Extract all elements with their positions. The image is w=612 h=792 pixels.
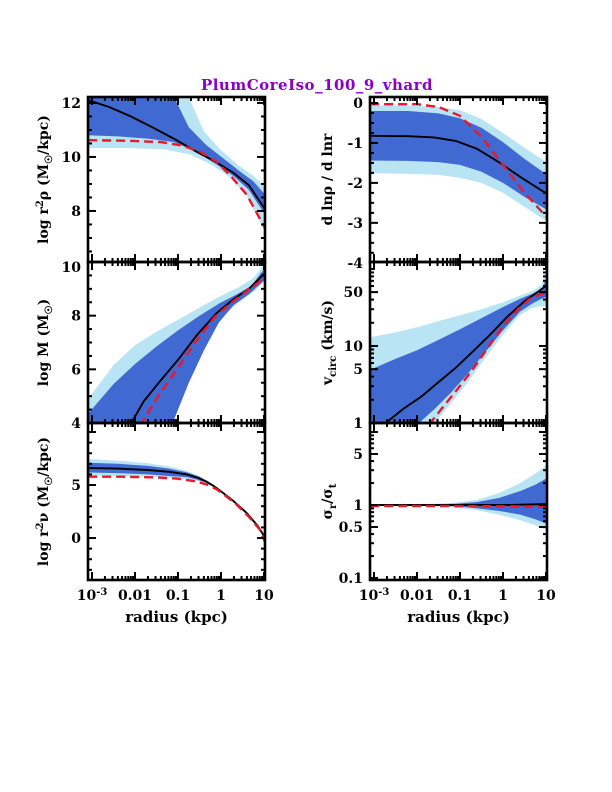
svg-text:0.5: 0.5 bbox=[339, 520, 363, 536]
svg-text:-2: -2 bbox=[347, 176, 363, 192]
svg-text:radius (kpc): radius (kpc) bbox=[125, 608, 228, 626]
svg-text:50: 50 bbox=[344, 285, 364, 301]
svg-text:10: 10 bbox=[62, 150, 82, 166]
svg-text:σr/σt: σr/σt bbox=[320, 483, 339, 519]
panel-sigma-ratio bbox=[370, 464, 547, 531]
svg-text:-4: -4 bbox=[347, 256, 363, 272]
panel-log-r2-nu bbox=[88, 459, 265, 544]
svg-text:5: 5 bbox=[353, 447, 363, 463]
svg-text:0.01: 0.01 bbox=[400, 588, 434, 604]
svg-text:10-3: 10-3 bbox=[359, 587, 390, 604]
svg-text:6: 6 bbox=[71, 362, 81, 378]
svg-text:log r2ν (M☉/kpc): log r2ν (M☉/kpc) bbox=[35, 437, 55, 566]
svg-text:5: 5 bbox=[353, 362, 363, 378]
panel-dlnrho-dlnr bbox=[370, 103, 547, 222]
svg-text:10: 10 bbox=[536, 588, 556, 604]
svg-text:-1: -1 bbox=[347, 136, 363, 152]
svg-text:1: 1 bbox=[353, 498, 363, 514]
svg-text:12: 12 bbox=[62, 96, 81, 112]
svg-text:8: 8 bbox=[71, 309, 81, 325]
panel-vcirc bbox=[370, 265, 547, 423]
svg-text:10: 10 bbox=[62, 260, 82, 276]
svg-text:0.1: 0.1 bbox=[339, 571, 363, 587]
svg-text:10-3: 10-3 bbox=[77, 587, 108, 604]
svg-text:5: 5 bbox=[71, 478, 81, 494]
svg-text:1: 1 bbox=[353, 416, 363, 432]
svg-text:10: 10 bbox=[254, 588, 274, 604]
svg-text:-3: -3 bbox=[347, 216, 363, 232]
svg-text:0: 0 bbox=[353, 96, 363, 112]
svg-text:8: 8 bbox=[71, 204, 81, 220]
svg-text:0: 0 bbox=[71, 531, 81, 547]
svg-text:d lnρ / d lnr: d lnρ / d lnr bbox=[320, 133, 336, 225]
svg-text:vcirc (km/s): vcirc (km/s) bbox=[320, 300, 339, 386]
svg-text:0.1: 0.1 bbox=[166, 588, 190, 604]
svg-text:radius (kpc): radius (kpc) bbox=[407, 608, 510, 626]
figure-title: PlumCoreIso_100_9_vhard bbox=[200, 76, 434, 94]
svg-text:0.1: 0.1 bbox=[448, 588, 472, 604]
panel-log-mass bbox=[88, 263, 265, 423]
panel-log-r2-rho bbox=[88, 97, 265, 233]
svg-text:log r2ρ (M☉/kpc): log r2ρ (M☉/kpc) bbox=[35, 115, 55, 244]
svg-text:0.01: 0.01 bbox=[118, 588, 152, 604]
svg-text:10: 10 bbox=[344, 339, 364, 355]
svg-text:1: 1 bbox=[216, 588, 226, 604]
svg-text:4: 4 bbox=[71, 416, 81, 432]
svg-text:1: 1 bbox=[498, 588, 508, 604]
svg-text:log M (M☉): log M (M☉) bbox=[36, 299, 55, 386]
